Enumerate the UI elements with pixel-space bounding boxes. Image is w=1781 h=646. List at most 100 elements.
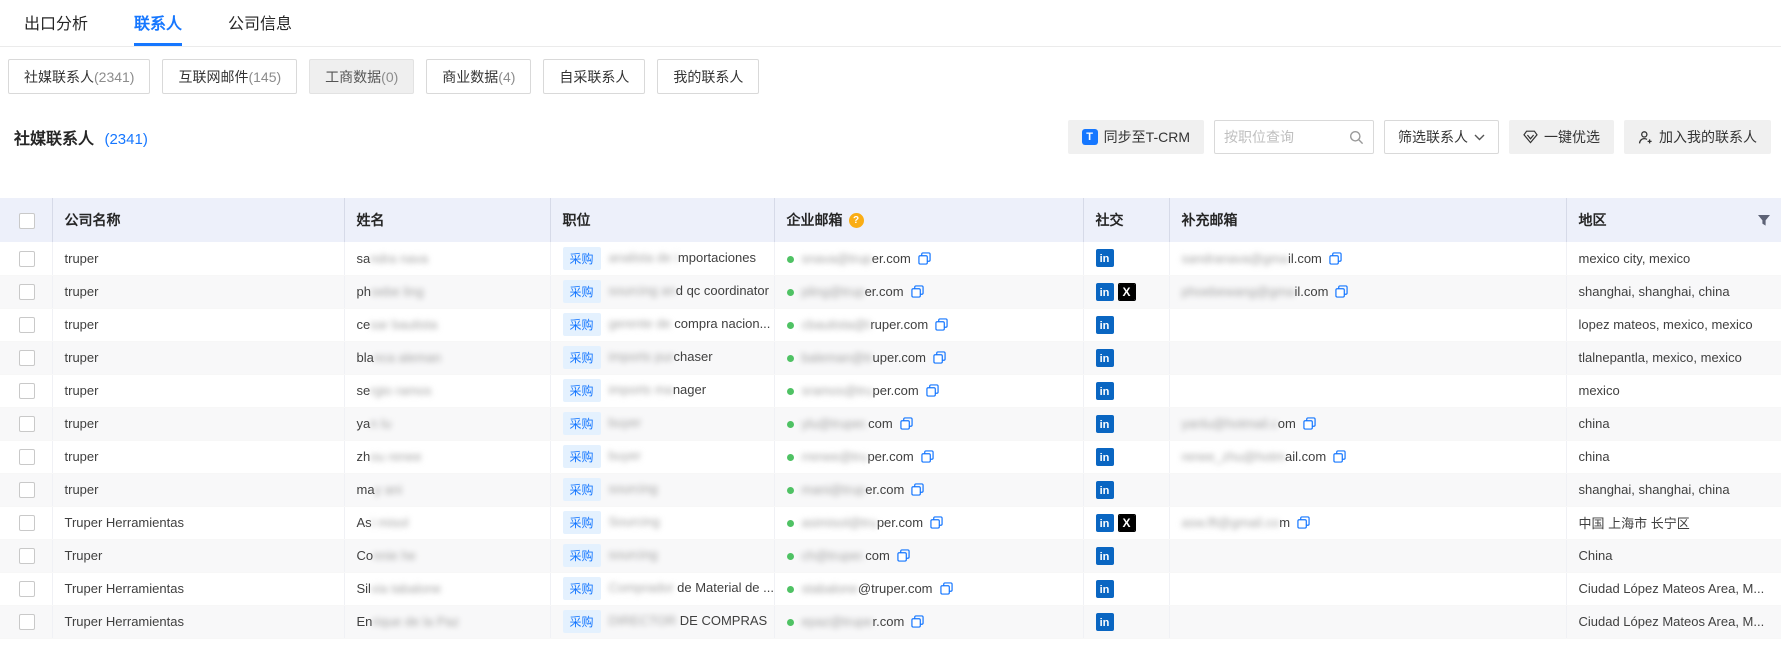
email-help-icon[interactable]: ? bbox=[848, 212, 864, 228]
filter-button-5[interactable]: 我的联系人 bbox=[657, 59, 760, 94]
company-name: Truper bbox=[64, 548, 103, 563]
region-text: china bbox=[1578, 449, 1610, 464]
email-status-dot bbox=[786, 388, 794, 396]
contacts-table-wrap: 公司名称 姓名 职位 企业邮箱 ? 社交 补充邮箱 地区 bbox=[0, 198, 1781, 639]
region-text: mexico city, mexico bbox=[1578, 250, 1691, 266]
company-name: truper bbox=[64, 250, 99, 266]
email-cell: stabalone@truper.com bbox=[774, 572, 1084, 606]
email-cell: sramos@truper.com bbox=[774, 374, 1084, 408]
copy-supp-email-icon[interactable] bbox=[1329, 252, 1342, 265]
linkedin-icon[interactable]: in bbox=[1095, 249, 1114, 268]
region-text: lopez mateos, mexico, mexico bbox=[1578, 317, 1753, 332]
copy-email-icon[interactable] bbox=[921, 450, 934, 463]
filter-button-0[interactable]: 社媒联系人 (2341) bbox=[8, 59, 151, 94]
linkedin-icon[interactable]: in bbox=[1095, 513, 1114, 532]
row-checkbox[interactable] bbox=[19, 580, 35, 597]
copy-email-icon[interactable] bbox=[939, 582, 953, 595]
row-checkbox[interactable] bbox=[19, 250, 35, 267]
row-checkbox[interactable] bbox=[19, 283, 35, 300]
copy-email-icon[interactable] bbox=[911, 483, 924, 496]
linkedin-icon[interactable]: in bbox=[1095, 348, 1114, 367]
copy-email-icon[interactable] bbox=[911, 615, 925, 628]
email-cell: ch@truper.com bbox=[774, 539, 1084, 573]
company-name: truper bbox=[64, 383, 99, 398]
email-status-dot bbox=[786, 586, 794, 594]
filter-button-3[interactable]: 商业数据 (4) bbox=[426, 59, 532, 94]
filter-button-1[interactable]: 互联网邮件 (145) bbox=[162, 59, 298, 94]
company-name: truper bbox=[64, 317, 99, 332]
social-cell: in X bbox=[1083, 506, 1170, 540]
social-cell: in X bbox=[1083, 275, 1170, 309]
row-checkbox[interactable] bbox=[19, 382, 35, 399]
table-body: truper sandra nava 采购 analista de importa… bbox=[0, 242, 1781, 639]
copy-supp-email-icon[interactable] bbox=[1303, 417, 1316, 430]
position-cell: 采购 sourcing bbox=[550, 539, 775, 573]
column-header-social: 社交 bbox=[1083, 198, 1170, 242]
filter-button-4[interactable]: 自采联系人 bbox=[543, 59, 646, 94]
social-cell: in bbox=[1083, 440, 1170, 474]
row-checkbox[interactable] bbox=[19, 349, 35, 366]
table-row: Truper Herramientas Silvia tabalone 采购 Co… bbox=[0, 572, 1781, 606]
select-all-checkbox[interactable] bbox=[19, 212, 35, 229]
copy-email-icon[interactable] bbox=[926, 384, 939, 397]
copy-email-icon[interactable] bbox=[930, 516, 943, 529]
table-row: truper yan lu 采购 buyer ylu@truper.com in … bbox=[0, 407, 1781, 441]
contact-name-cell: yan lu bbox=[344, 407, 551, 441]
position-cell: 采购 sourcing bbox=[550, 473, 775, 507]
section-count: (2341) bbox=[104, 131, 148, 148]
copy-email-icon[interactable] bbox=[918, 252, 931, 265]
linkedin-icon[interactable]: in bbox=[1095, 579, 1114, 598]
social-cell: in bbox=[1083, 605, 1170, 639]
row-checkbox[interactable] bbox=[19, 514, 35, 531]
email-status-dot bbox=[786, 322, 794, 330]
linkedin-icon[interactable]: in bbox=[1095, 414, 1114, 433]
copy-email-icon[interactable] bbox=[933, 351, 946, 364]
x-twitter-icon[interactable]: X bbox=[1117, 513, 1136, 532]
row-checkbox[interactable] bbox=[19, 316, 35, 333]
column-header-region: 地区 bbox=[1566, 198, 1781, 242]
linkedin-icon[interactable]: in bbox=[1095, 315, 1114, 334]
region-text: 中国 上海市 长宁区 bbox=[1578, 516, 1690, 531]
linkedin-icon[interactable]: in bbox=[1095, 612, 1114, 631]
tab-1[interactable]: 联系人 bbox=[134, 0, 183, 46]
tab-2[interactable]: 公司信息 bbox=[228, 15, 293, 33]
copy-email-icon[interactable] bbox=[910, 285, 924, 298]
copy-email-icon[interactable] bbox=[935, 318, 948, 331]
linkedin-icon[interactable]: in bbox=[1095, 480, 1114, 499]
position-cell: 采购 gerente de compra nacion... bbox=[550, 308, 775, 342]
supp-email-cell: renee_zhu@hotmail.com bbox=[1169, 440, 1567, 474]
region-filter-funnel-icon[interactable] bbox=[1757, 214, 1771, 227]
copy-email-icon[interactable] bbox=[900, 417, 913, 430]
company-name: truper bbox=[64, 416, 99, 431]
copy-email-icon[interactable] bbox=[897, 549, 910, 562]
row-checkbox[interactable] bbox=[19, 415, 35, 432]
contact-name-cell: Silvia tabalone bbox=[344, 572, 551, 606]
contact-name-cell: Asi misol bbox=[344, 506, 551, 540]
linkedin-icon[interactable]: in bbox=[1095, 282, 1114, 301]
filter-button-count: (0) bbox=[381, 68, 399, 85]
one-click-select-button[interactable]: 一键优选 bbox=[1509, 120, 1614, 154]
x-twitter-icon[interactable]: X bbox=[1117, 282, 1136, 301]
position-cell: 采购 imports purchaser bbox=[550, 341, 775, 375]
position-tag: 采购 bbox=[562, 412, 601, 435]
position-search-input[interactable] bbox=[1224, 129, 1342, 145]
copy-supp-email-icon[interactable] bbox=[1335, 285, 1349, 298]
add-to-my-contacts-button[interactable]: 加入我的联系人 bbox=[1624, 120, 1771, 154]
tab-0[interactable]: 出口分析 bbox=[24, 15, 89, 33]
row-checkbox[interactable] bbox=[19, 481, 35, 498]
filter-contacts-dropdown[interactable]: 筛选联系人 bbox=[1384, 120, 1499, 154]
filter-button-2[interactable]: 工商数据 (0) bbox=[309, 59, 415, 94]
row-checkbox[interactable] bbox=[19, 448, 35, 465]
position-tag: 采购 bbox=[562, 346, 601, 369]
linkedin-icon[interactable]: in bbox=[1095, 546, 1114, 565]
search-icon[interactable] bbox=[1349, 130, 1364, 145]
copy-supp-email-icon[interactable] bbox=[1333, 450, 1346, 463]
row-checkbox[interactable] bbox=[19, 613, 35, 630]
row-checkbox[interactable] bbox=[19, 547, 35, 564]
copy-supp-email-icon[interactable] bbox=[1297, 516, 1310, 529]
linkedin-icon[interactable]: in bbox=[1095, 381, 1114, 400]
linkedin-icon[interactable]: in bbox=[1095, 447, 1114, 466]
email-status-dot bbox=[786, 421, 794, 429]
company-name: Truper Herramientas bbox=[64, 581, 184, 596]
sync-tcrm-button[interactable]: T 同步至T-CRM bbox=[1067, 120, 1204, 154]
